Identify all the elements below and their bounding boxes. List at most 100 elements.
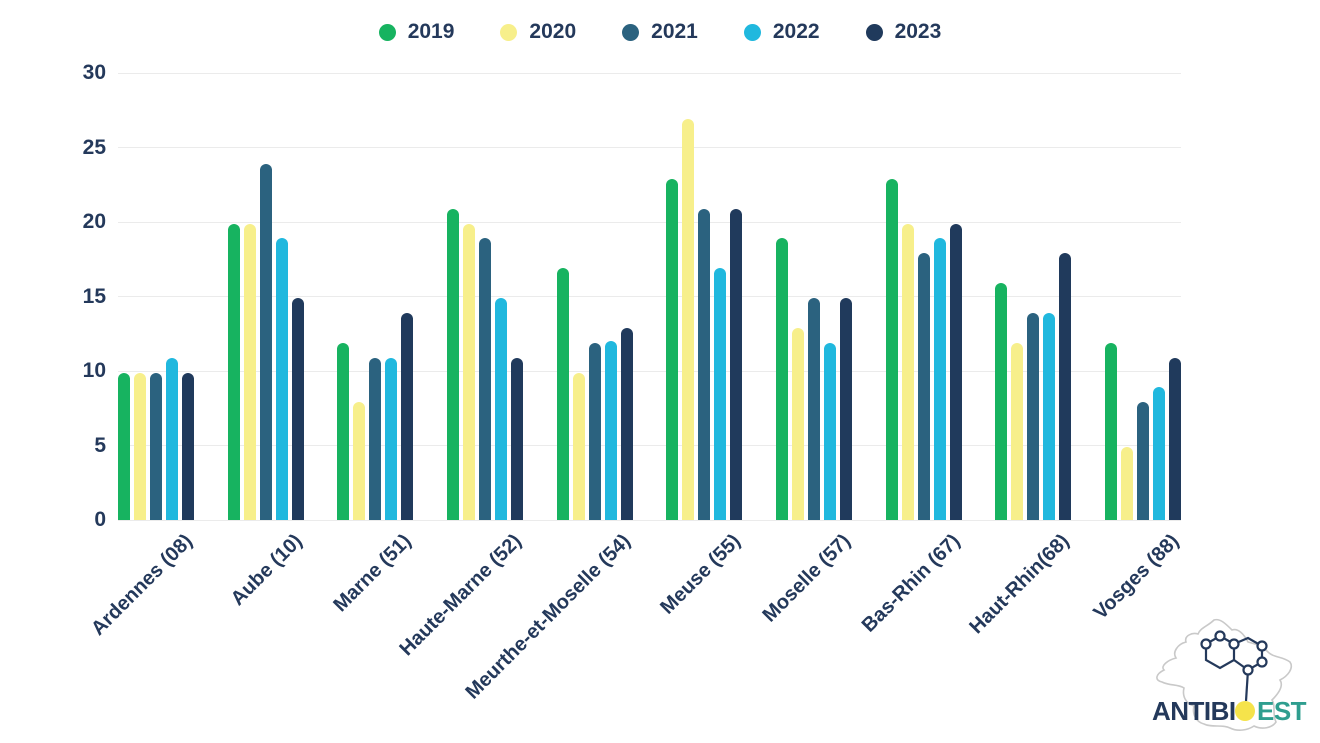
bar-2019: [447, 208, 459, 520]
france-outline-icon: [1156, 618, 1293, 731]
bar-2020: [1011, 342, 1024, 520]
bar-2023: [730, 208, 743, 520]
bar-2023: [1169, 357, 1181, 520]
bar-group: [995, 253, 1072, 520]
bar-2019: [995, 283, 1008, 520]
bar-2020: [682, 119, 695, 520]
x-tick-label: Ardennes (08): [86, 530, 197, 640]
bar-2023: [620, 327, 633, 520]
bar-2020: [463, 223, 475, 520]
bar-group: [337, 312, 414, 520]
antibioest-logo: ANTIBI EST: [1148, 616, 1318, 741]
molecule-icon: [1200, 630, 1268, 702]
bar-2020: [353, 402, 366, 520]
bar-2022: [1043, 312, 1056, 520]
bar-2022: [824, 342, 836, 520]
y-tick-label: 0: [94, 508, 106, 531]
legend-dot-icon: [500, 23, 518, 41]
bar-2020: [243, 223, 256, 520]
legend-item-2022: 2022: [743, 20, 820, 44]
gridline-y25: [118, 147, 1181, 148]
bar-group: [556, 268, 633, 520]
bar-2023: [401, 312, 414, 520]
bar-2023: [291, 298, 304, 520]
bar-2023: [840, 298, 852, 520]
legend-dot-icon: [865, 23, 883, 41]
bar-group: [666, 119, 743, 520]
bar-2022: [604, 341, 617, 520]
bar-2019: [1105, 342, 1117, 520]
bar-2021: [1137, 402, 1149, 520]
bar-group: [447, 208, 523, 520]
bar-2022: [166, 357, 178, 520]
brand-text-antibi: ANTIBI: [1152, 696, 1236, 726]
x-tick-label: Moselle (57): [758, 530, 855, 627]
bar-2022: [933, 238, 946, 520]
legend-item-2019: 2019: [378, 20, 455, 44]
legend-label: 2022: [772, 20, 820, 43]
bar-2022: [495, 298, 507, 520]
legend-item-2020: 2020: [500, 20, 576, 44]
x-tick-label: Meuse (55): [656, 530, 745, 619]
bar-2019: [666, 178, 679, 520]
bar-2021: [698, 208, 711, 520]
bar-2020: [1121, 447, 1133, 520]
bar-2022: [385, 357, 398, 520]
y-tick-label: 5: [94, 433, 106, 457]
x-tick-label: Bas-Rhin (67): [857, 530, 965, 637]
bar-2023: [511, 357, 523, 520]
bar-2020: [572, 372, 585, 520]
bar-group: [885, 178, 962, 520]
bar-2020: [901, 223, 914, 520]
gridline-y10: [118, 370, 1181, 372]
gridline-y5: [118, 445, 1181, 446]
x-tick-label: Aube (10): [226, 530, 307, 610]
bar-2021: [808, 298, 820, 520]
y-tick-label: 30: [82, 61, 106, 84]
bar-2022: [275, 238, 288, 520]
bar-2021: [369, 357, 382, 520]
bar-2020: [792, 327, 804, 520]
bar-2019: [556, 268, 569, 520]
x-tick-label: Vosges (88): [1089, 530, 1184, 624]
bar-2021: [479, 238, 491, 520]
y-tick-label: 15: [82, 284, 106, 308]
gridline-y0: [118, 519, 1181, 521]
bar-2021: [259, 163, 272, 520]
bar-group: [118, 357, 194, 520]
gridline-y30: [118, 72, 1181, 74]
y-tick-label: 10: [82, 359, 106, 382]
y-tick-label: 25: [82, 135, 106, 159]
x-tick-label: Marne (51): [329, 530, 416, 617]
brand-text-est: EST: [1257, 696, 1307, 726]
brand-o-dot-icon: [1235, 701, 1255, 721]
bar-2022: [714, 268, 727, 520]
legend-label: 2019: [407, 20, 455, 43]
bar-2021: [588, 342, 601, 520]
legend-dot-icon: [622, 23, 640, 41]
chart-legend: 2019 2020 2021 2022 2023: [0, 14, 1320, 50]
bar-2019: [227, 223, 240, 520]
bar-2023: [182, 372, 194, 520]
bar-2021: [150, 372, 162, 520]
bar-2019: [885, 178, 898, 520]
bar-2023: [1059, 253, 1072, 520]
gridline-y15: [118, 296, 1181, 297]
y-tick-label: 20: [82, 210, 106, 233]
legend-item-2021: 2021: [622, 20, 698, 44]
bar-2019: [776, 238, 788, 520]
legend-item-2023: 2023: [865, 20, 942, 44]
antibioest-logo-graphic: ANTIBI EST: [1152, 618, 1307, 731]
bar-2022: [1153, 387, 1165, 520]
bar-2021: [1027, 312, 1040, 520]
gridline-y20: [118, 221, 1181, 223]
x-axis: Ardennes (08) Aube (10) Marne (51) Haute-Ma…: [87, 520, 1184, 720]
bar-group: [776, 238, 852, 520]
bar-group: [227, 163, 304, 520]
legend-label: 2023: [894, 20, 942, 43]
bar-2019: [337, 342, 350, 520]
bar-2021: [917, 253, 930, 520]
bar-2020: [134, 372, 146, 520]
legend-dot-icon: [378, 23, 396, 41]
